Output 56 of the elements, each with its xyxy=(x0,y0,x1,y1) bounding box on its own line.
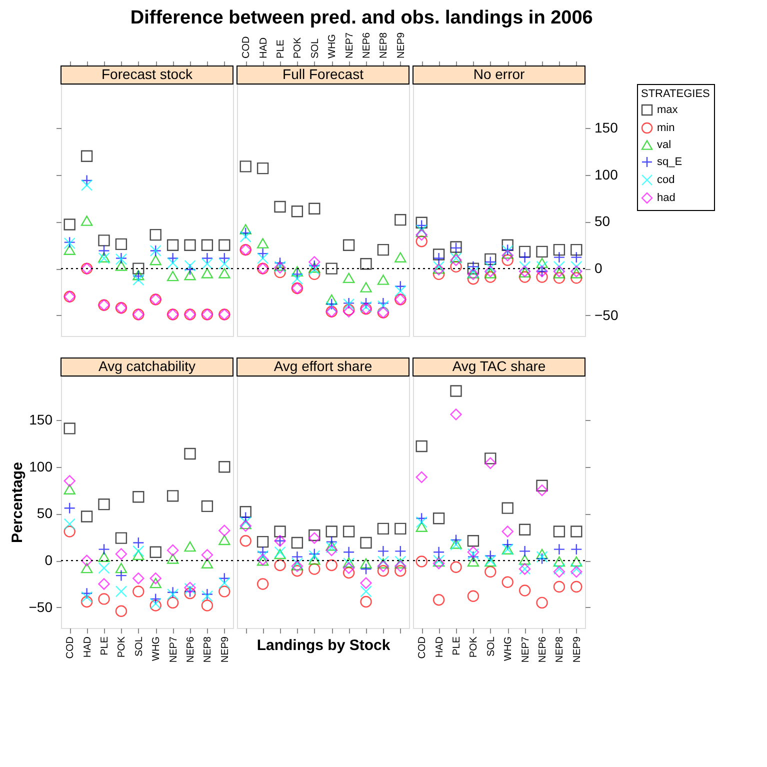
x-tick-label: NEP9 xyxy=(220,636,231,663)
x-tick-label: POK xyxy=(468,636,480,658)
chart-subtitle: Full Forecast xyxy=(282,66,364,82)
legend-label: min xyxy=(657,122,675,134)
x-tick-label: SOL xyxy=(486,636,497,657)
legend-label: cod xyxy=(657,174,675,186)
x-tick-label: POK xyxy=(116,636,128,658)
x-tick-label: NEP6 xyxy=(362,32,372,58)
x-axis-title: Landings by Stock xyxy=(256,637,391,654)
y-tick-label: 0 xyxy=(594,260,602,276)
y-tick-label: 150 xyxy=(29,412,53,428)
x-tick-label: HAD xyxy=(82,636,94,658)
x-tick-label: PLE xyxy=(452,636,462,656)
x-tick-label: NEP9 xyxy=(572,636,583,663)
x-tick-label: COD xyxy=(241,36,252,58)
y-tick-label: 0 xyxy=(44,552,53,568)
y-tick-label: −50 xyxy=(28,598,53,615)
y-tick-label: −50 xyxy=(594,306,618,323)
chart-subtitle: Forecast stock xyxy=(101,66,194,82)
x-tick-label: NEP8 xyxy=(554,636,566,663)
x-tick-label: NEP7 xyxy=(520,636,532,663)
x-tick-label: NEP6 xyxy=(538,636,548,663)
x-tick-label: NEP9 xyxy=(396,32,407,58)
x-tick-label: WHG xyxy=(503,636,514,661)
chart-subtitle: Avg effort share xyxy=(274,358,372,374)
chart-subtitle: Avg catchability xyxy=(98,358,196,374)
y-tick-label: 100 xyxy=(594,166,618,182)
y-tick-label: 50 xyxy=(36,505,53,522)
x-tick-label: COD xyxy=(417,636,428,659)
x-tick-label: WHG xyxy=(327,34,338,58)
x-tick-label: NEP6 xyxy=(186,636,196,663)
chart-title: Difference between pred. and obs. landings in 2006 xyxy=(130,7,593,28)
x-tick-label: NEP7 xyxy=(344,32,356,58)
legend-label: sq_E xyxy=(657,156,682,168)
legend-title: STRATEGIES xyxy=(641,88,710,100)
x-tick-label: PLE xyxy=(276,39,286,58)
x-tick-label: NEP8 xyxy=(378,32,390,58)
x-tick-label: HAD xyxy=(258,37,270,58)
x-tick-label: SOL xyxy=(310,38,321,58)
x-tick-label: NEP7 xyxy=(168,636,180,663)
x-tick-label: SOL xyxy=(134,636,145,657)
y-tick-label: 150 xyxy=(594,120,618,136)
legend-label: had xyxy=(657,192,676,204)
y-tick-label: 50 xyxy=(594,213,610,230)
y-axis-title: Percentage xyxy=(8,462,26,543)
x-tick-label: COD xyxy=(65,636,76,659)
x-tick-label: HAD xyxy=(434,636,446,658)
y-tick-label: 100 xyxy=(29,458,53,474)
x-tick-label: NEP8 xyxy=(202,636,214,663)
chart-subtitle: Avg TAC share xyxy=(452,358,546,374)
chart-subtitle: No error xyxy=(473,66,526,82)
x-tick-label: POK xyxy=(292,37,304,58)
legend-label: val xyxy=(657,139,672,151)
x-tick-label: WHG xyxy=(151,636,162,661)
legend-label: max xyxy=(657,104,678,116)
x-tick-label: PLE xyxy=(100,636,110,656)
